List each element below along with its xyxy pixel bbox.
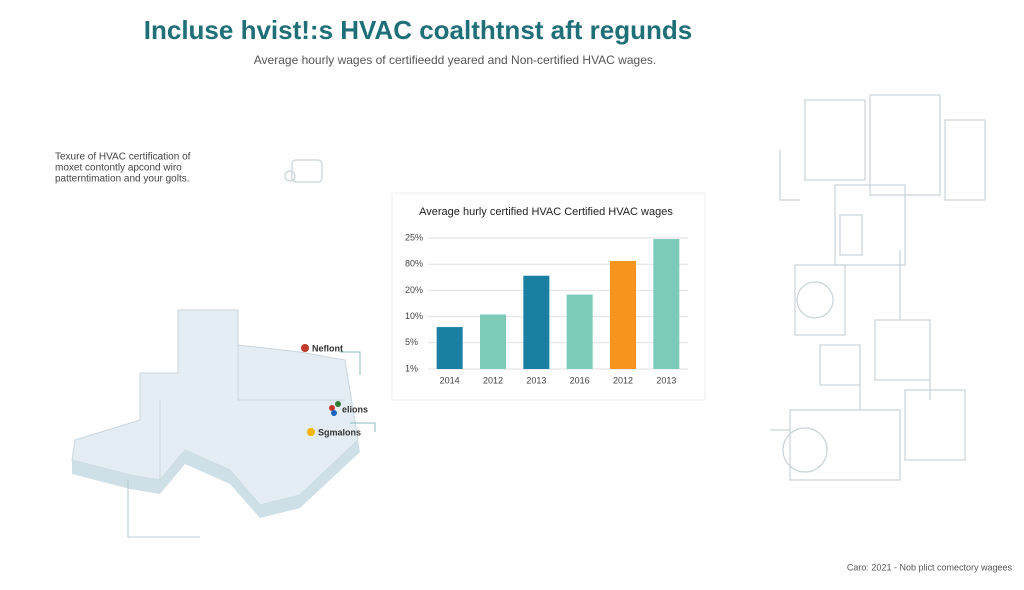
x-tick-label: 2012 <box>483 375 503 385</box>
bar <box>653 239 680 369</box>
side-note: moxet contontly apcond wiro <box>55 163 182 174</box>
bar <box>436 327 463 369</box>
bar <box>610 261 636 369</box>
bar <box>523 275 550 369</box>
y-tick-label: 5% <box>405 337 418 347</box>
y-tick-label: 25% <box>405 232 423 242</box>
page-title: Incluse hvist!:s HVAC coalthtnst aft reg… <box>144 15 692 45</box>
footer: Caro: 2021 - Nob plict comectory wagees <box>847 562 1013 572</box>
chart-title: Average hurly certified HVAC Certified H… <box>419 206 673 218</box>
side-note: Texure of HVAC certification of <box>55 152 191 163</box>
x-tick-label: 2012 <box>613 375 633 385</box>
map-label: Neflont <box>312 343 343 353</box>
x-tick-label: 2014 <box>440 375 460 385</box>
map-label: Sgmalons <box>318 427 361 437</box>
map-marker <box>301 344 309 352</box>
device-icon <box>284 159 323 183</box>
map-marker <box>307 428 315 436</box>
y-tick-label: 80% <box>405 259 423 269</box>
y-tick-label: 10% <box>405 311 423 321</box>
y-tick-label: 1% <box>405 363 418 373</box>
map: Neflont elions Sgmalons <box>71 309 376 538</box>
x-tick-label: 2013 <box>526 375 546 385</box>
plot: 1% 5% 10% 20% 80% 25% 2014 2012 2013 2016 2012 2013 <box>405 232 688 385</box>
hvac-illustration <box>770 94 986 481</box>
side-note: patterntimation and your golts. <box>55 174 190 185</box>
bar <box>480 314 506 369</box>
map-label: elions <box>342 404 368 414</box>
x-tick-label: 2016 <box>570 375 590 385</box>
x-tick-label: 2013 <box>656 375 676 385</box>
bar <box>566 294 593 369</box>
y-tick-label: 20% <box>405 285 423 295</box>
page-subtitle: Average hourly wages of certifieedd year… <box>254 53 656 67</box>
